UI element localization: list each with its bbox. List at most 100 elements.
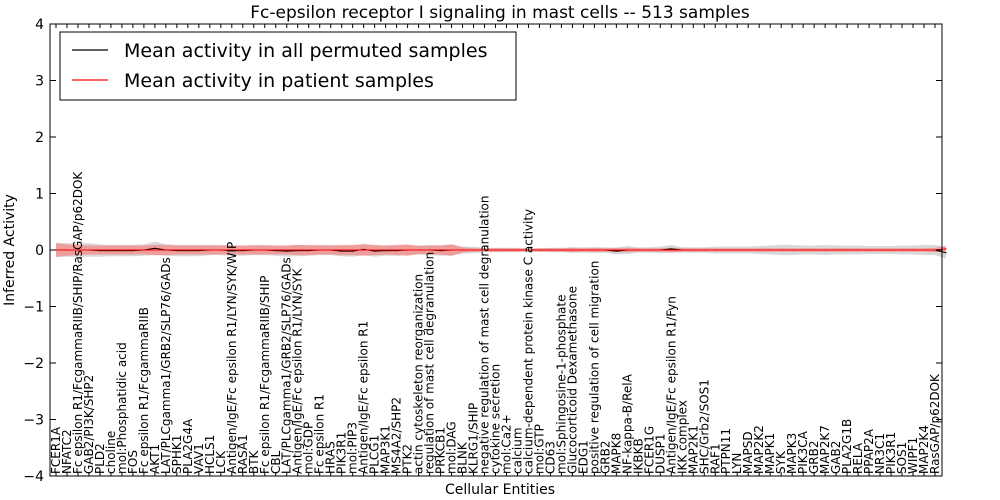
x-tick-label: MAPSD <box>741 431 755 474</box>
data-point-patient-40 <box>494 249 497 251</box>
data-point-patient-79 <box>923 249 925 251</box>
data-point-patient-25 <box>330 249 332 251</box>
x-tick-label: cytokine secretion <box>489 364 503 474</box>
x-tick-label: Fc epsilon R1/FcgammaRIIB/SHIP/RasGAP/p6… <box>71 171 85 474</box>
legend: Mean activity in all permuted samples Me… <box>59 31 517 101</box>
x-tick-label: choline <box>104 431 118 474</box>
data-point-patient-37 <box>461 249 464 251</box>
x-tick-label: mol:Sphingosine-1-phosphate <box>554 295 568 475</box>
data-point-patient-44 <box>538 249 541 251</box>
x-tick-label: HCLS1 <box>203 435 217 474</box>
x-tick-label: Fc epsilon R1 <box>313 394 327 474</box>
data-point-patient-60 <box>714 249 716 251</box>
chart-title: Fc-epsilon receptor I signaling in mast … <box>250 3 750 23</box>
data-point-patient-3 <box>88 249 90 251</box>
data-point-patient-36 <box>451 249 453 251</box>
data-point-patient-32 <box>407 249 409 251</box>
x-tick-label: CBL <box>269 450 283 474</box>
x-tick-label: LYN <box>730 453 744 474</box>
data-point-patient-26 <box>341 249 343 251</box>
data-point-patient-18 <box>253 249 255 251</box>
x-tick-label: PIK3R1 <box>335 432 349 474</box>
x-tick-label: BLNK <box>456 441 470 474</box>
x-tick-label: mol:GTP <box>533 424 547 474</box>
x-tick-label: MAP2K1 <box>686 425 700 474</box>
data-point-patient-75 <box>879 249 881 251</box>
data-point-patient-49 <box>593 249 596 251</box>
data-point-patient-9 <box>154 249 156 251</box>
y-tick-label: 1 <box>35 187 44 203</box>
data-point-patient-55 <box>659 249 661 251</box>
data-point-patient-65 <box>769 249 771 251</box>
y-tick-label: −3 <box>23 413 44 429</box>
x-tick-label: RASA1 <box>236 434 250 474</box>
x-tick-label: LCK <box>214 450 228 474</box>
x-tick-label: actin cytoskeleton reorganization <box>412 274 426 474</box>
data-point-patient-77 <box>901 249 903 251</box>
legend-box <box>59 31 517 101</box>
x-axis-label: Cellular Entities <box>445 482 555 498</box>
data-point-patient-28 <box>363 249 365 251</box>
data-point-permuted-81 <box>945 252 947 254</box>
x-tick-label: Fc epsilon R1/FcgammaRIIB <box>137 307 151 474</box>
x-tick-label: MAPK8 <box>609 433 623 474</box>
data-point-patient-30 <box>385 249 387 251</box>
data-point-permuted-26 <box>341 250 343 252</box>
data-point-patient-23 <box>308 249 310 251</box>
data-point-patient-33 <box>418 249 420 251</box>
x-tick-label: WIPF1 <box>906 437 920 474</box>
data-point-patient-69 <box>813 249 815 251</box>
data-point-patient-39 <box>483 249 486 251</box>
data-point-patient-43 <box>527 249 530 251</box>
data-point-patient-76 <box>890 249 892 251</box>
data-point-permuted-21 <box>286 250 288 252</box>
x-tick-label: AKT1 <box>148 444 162 474</box>
x-tick-label: MAP2K4 <box>917 425 931 474</box>
x-tick-label: MAP2K7 <box>818 425 832 474</box>
x-tick-label: regulation of mast cell degranulation <box>423 252 437 474</box>
x-tick-label: GRB2 <box>807 440 821 474</box>
x-tick-label: SHC/Grb2/SOS1 <box>697 379 711 474</box>
x-tick-label: LAT/PLCgamma1/GRB2/SLP76/GADs <box>159 257 173 474</box>
data-point-patient-70 <box>824 249 826 251</box>
x-tick-label: PTPN11 <box>719 428 733 474</box>
data-point-patient-45 <box>549 249 552 251</box>
data-point-patient-59 <box>703 249 705 251</box>
y-tick-label: −2 <box>23 356 44 372</box>
x-tick-label: Antigen/IgE/Fc epsilon R1 <box>357 321 371 474</box>
data-point-patient-62 <box>736 249 738 251</box>
x-tick-label: DUSP1 <box>653 433 667 474</box>
legend-label-permuted: Mean activity in all permuted samples <box>124 40 487 62</box>
x-tick-label: PLA2G1B <box>840 419 854 474</box>
y-tick-label: 3 <box>35 74 44 90</box>
x-tick-label: RAF1 <box>708 443 722 474</box>
data-point-patient-12 <box>187 249 189 251</box>
x-tick-label: MAPK3 <box>785 433 799 474</box>
data-point-patient-19 <box>264 249 266 251</box>
data-point-patient-22 <box>297 249 299 251</box>
x-tick-label: Glucocorticoid Dexamethasone <box>565 286 579 474</box>
x-tick-label: mol:GDP <box>302 422 316 474</box>
x-tick-label: IKBKB <box>631 438 645 474</box>
x-tick-label: SPHK1 <box>170 435 184 474</box>
data-point-patient-54 <box>648 249 650 251</box>
data-point-patient-81 <box>945 248 947 250</box>
data-point-patient-34 <box>429 249 431 251</box>
x-tick-label: Antigen/IgE/Fc epsilon R1/Fyn <box>664 296 678 474</box>
data-point-patient-57 <box>681 249 683 251</box>
data-point-patient-21 <box>286 249 288 251</box>
data-point-patient-15 <box>220 249 222 251</box>
x-tick-label: PPAP2A <box>862 428 876 474</box>
data-point-permuted-27 <box>352 250 354 252</box>
x-tick-label: mol:DAG <box>445 421 459 474</box>
data-point-patient-42 <box>516 249 519 251</box>
x-tick-label: FCER1A <box>49 426 63 474</box>
x-tick-label: Fc epsilon R1/FcgammaRIIB/SHIP <box>258 276 272 474</box>
data-point-patient-51 <box>615 249 618 251</box>
data-point-patient-10 <box>165 249 167 251</box>
data-point-patient-48 <box>582 249 585 251</box>
data-point-patient-31 <box>396 249 398 251</box>
data-point-patient-80 <box>934 249 936 251</box>
data-point-patient-46 <box>560 249 563 251</box>
